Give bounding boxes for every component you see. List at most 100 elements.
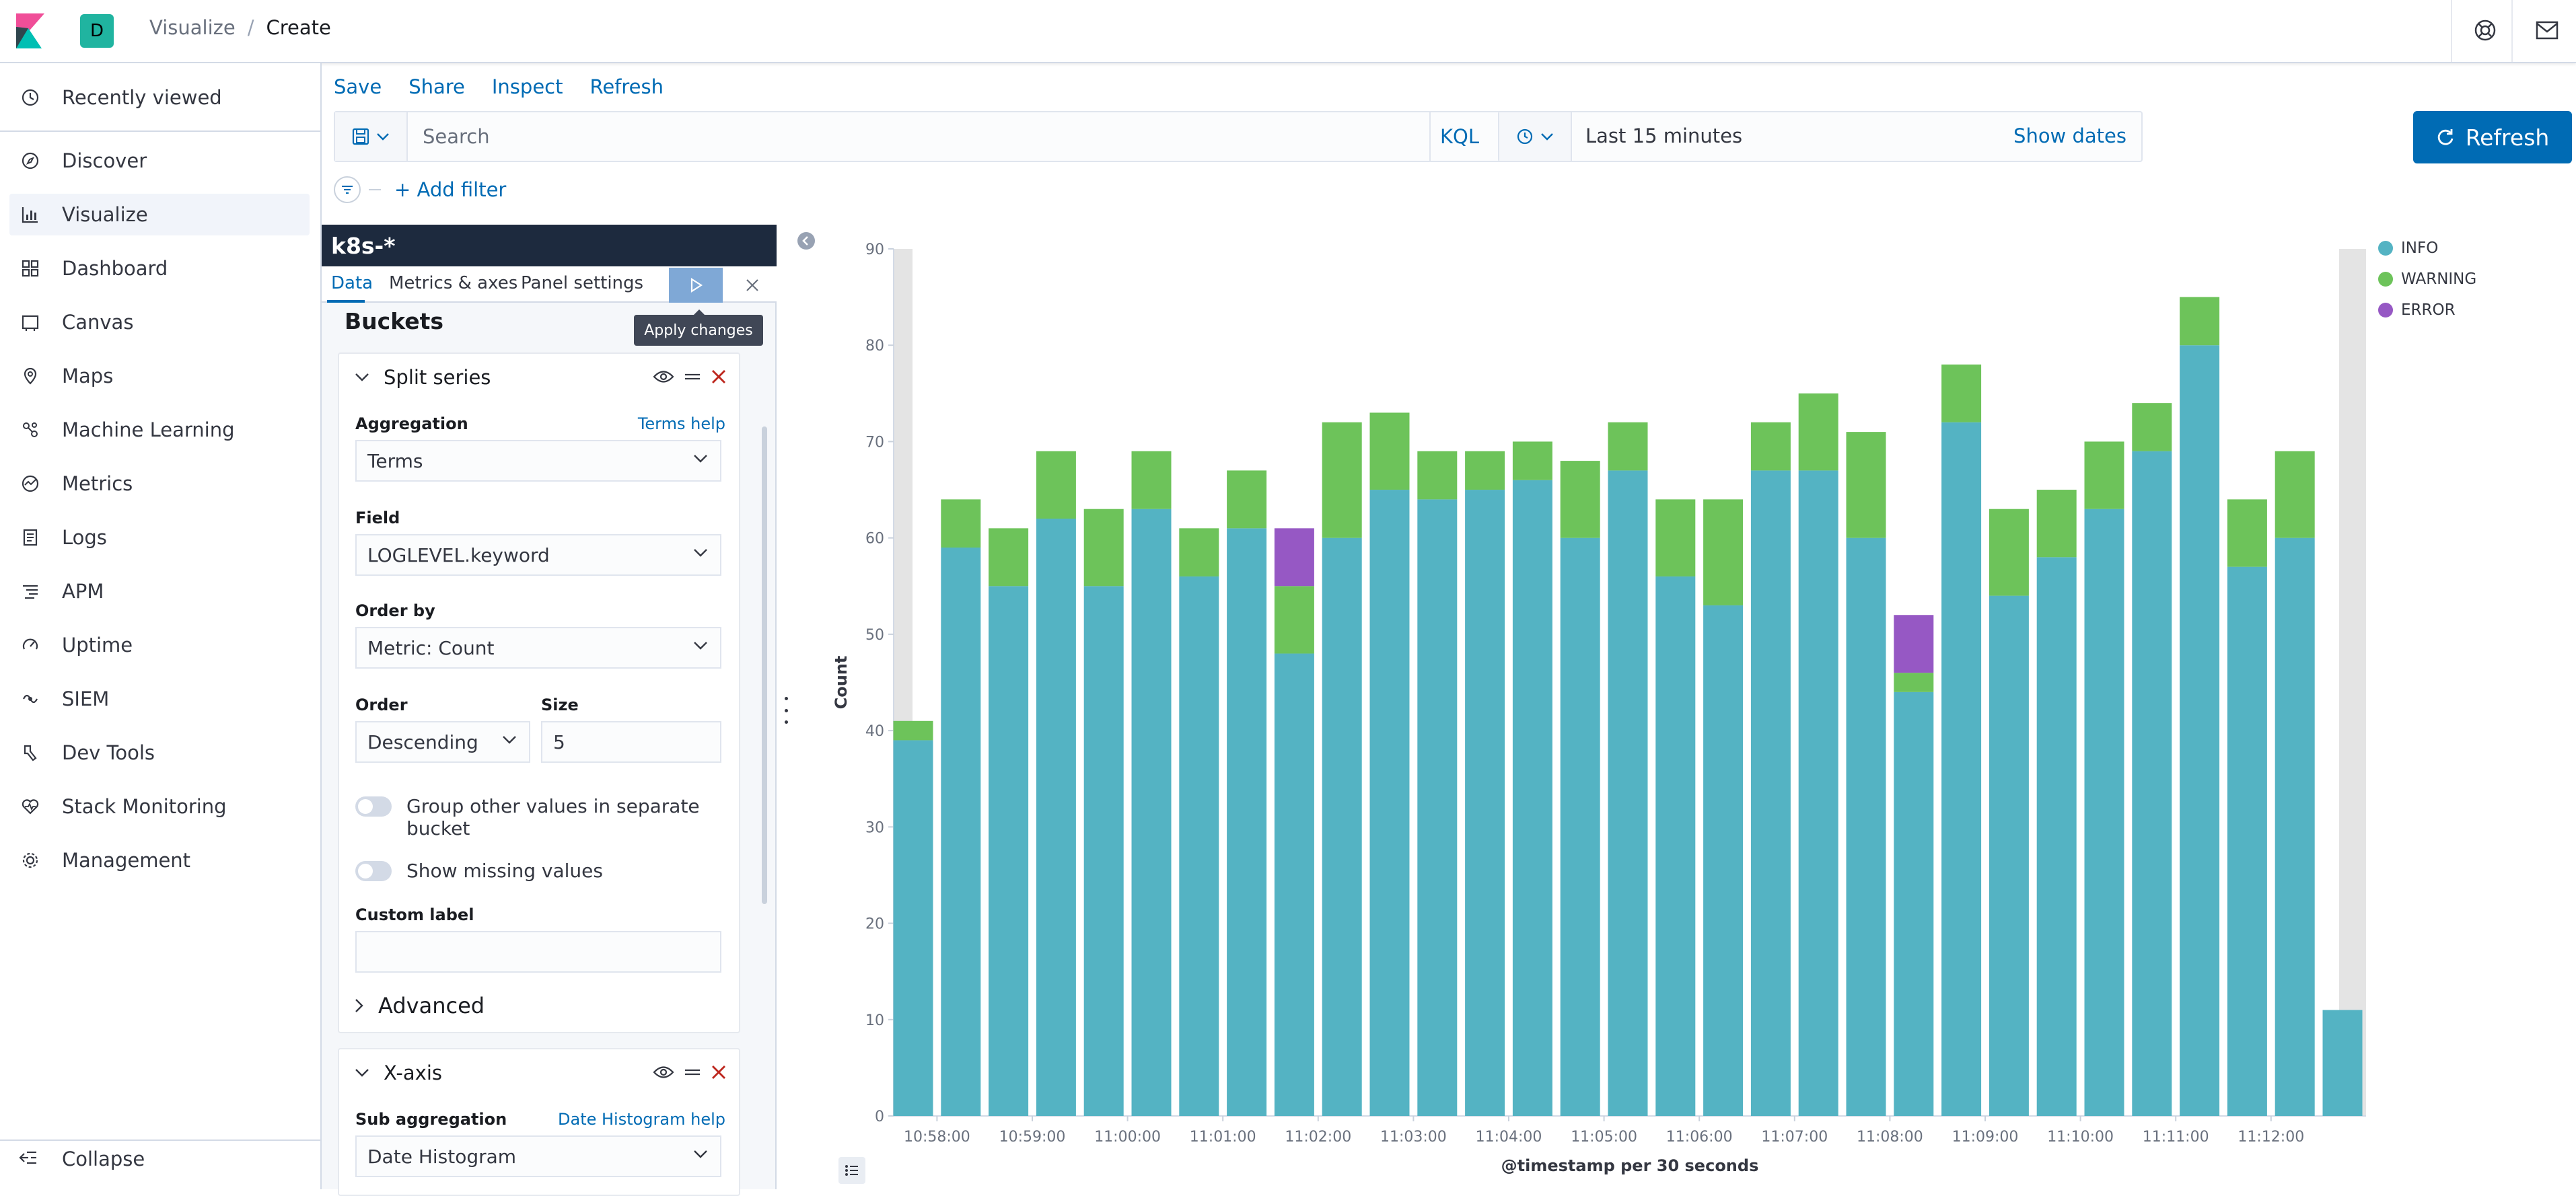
remove-icon[interactable] [711, 369, 727, 385]
share-link[interactable]: Share [408, 75, 465, 98]
nav-dashboard[interactable]: Dashboard [9, 248, 310, 289]
tab-panel-settings[interactable]: Panel settings [521, 273, 644, 293]
nav-machine-learning[interactable]: Machine Learning [9, 409, 310, 451]
editor-scrollbar[interactable] [762, 426, 767, 904]
mail-icon[interactable] [2533, 16, 2561, 44]
time-range-text[interactable]: Last 15 minutes [1585, 124, 1743, 147]
save-link[interactable]: Save [334, 75, 382, 98]
editor-resize-handle[interactable] [781, 697, 791, 724]
nav-canvas[interactable]: Canvas [9, 301, 310, 343]
nav-discover[interactable]: Discover [9, 140, 310, 182]
date-histogram-help-link[interactable]: Date Histogram help [558, 1110, 725, 1129]
chart-legend: INFO WARNING ERROR [2378, 239, 2476, 332]
nav-uptime[interactable]: Uptime [9, 624, 310, 666]
bar-info [941, 547, 981, 1116]
bar-warning [2227, 499, 2267, 567]
quick-select-button[interactable] [1499, 112, 1572, 161]
legend-swatch [2378, 272, 2393, 287]
discard-changes-button[interactable] [735, 268, 770, 303]
collapse-editor-icon[interactable] [797, 231, 816, 250]
nav-label: Management [62, 849, 191, 872]
nav-collapse[interactable]: Collapse [9, 1148, 145, 1170]
nav-logs[interactable]: Logs [9, 517, 310, 558]
nav-maps[interactable]: Maps [9, 355, 310, 397]
search-input[interactable] [410, 112, 1353, 161]
order-by-select[interactable]: Metric: Count [355, 627, 721, 669]
remove-icon[interactable] [711, 1064, 727, 1080]
bar-warning [893, 720, 933, 741]
nav-siem[interactable]: SIEM [9, 678, 310, 720]
inspect-link[interactable]: Inspect [491, 75, 563, 98]
help-icon[interactable] [2471, 16, 2499, 44]
show-missing-switch[interactable] [355, 861, 392, 881]
field-select[interactable]: LOGLEVEL.keyword [355, 534, 721, 576]
terms-help-link[interactable]: Terms help [637, 414, 725, 433]
order-select[interactable]: Descending [355, 721, 530, 763]
custom-label-input[interactable] [355, 931, 721, 973]
bar-warning [1322, 422, 1362, 538]
nav-stack-monitoring[interactable]: Stack Monitoring [9, 786, 310, 827]
aggregation-select[interactable]: Terms [355, 440, 721, 482]
kibana-logo-icon[interactable] [16, 13, 44, 48]
apply-changes-button[interactable] [669, 268, 723, 303]
bar-info [1703, 605, 1744, 1116]
eye-icon[interactable] [653, 369, 674, 384]
chevron-down-icon [694, 1150, 707, 1158]
bar-warning [1274, 586, 1314, 654]
gear-icon [19, 849, 42, 872]
nav-metrics[interactable]: Metrics [9, 463, 310, 504]
collapse-label: Collapse [62, 1148, 145, 1170]
bar-info [2180, 345, 2220, 1117]
bar-info [2275, 537, 2315, 1116]
eye-icon[interactable] [653, 1065, 674, 1080]
nav-recently-viewed[interactable]: Recently viewed [9, 77, 310, 118]
x-tick-label: 11:08:00 [1857, 1129, 1923, 1146]
nav-label: Discover [62, 149, 147, 172]
x-tick-label: 11:04:00 [1476, 1129, 1542, 1146]
nav-label: Recently viewed [62, 86, 222, 109]
x-axis-toggle[interactable]: X-axis [354, 1061, 442, 1084]
tab-metrics-axes[interactable]: Metrics & axes [389, 273, 518, 293]
legend-item-error[interactable]: ERROR [2378, 301, 2476, 319]
chevron-down-icon [1541, 133, 1553, 141]
bar-warning [1083, 509, 1124, 587]
tab-data[interactable]: Data [331, 273, 373, 293]
active-tab-indicator [327, 300, 365, 303]
bar-warning [1941, 364, 1982, 422]
breadcrumb-visualize[interactable]: Visualize [149, 16, 236, 39]
metrics-icon [19, 472, 42, 495]
sub-aggregation-select[interactable]: Date Histogram [355, 1135, 721, 1177]
legend-label: ERROR [2401, 301, 2456, 319]
chevron-down-icon [503, 736, 516, 744]
advanced-toggle[interactable]: Advanced [354, 993, 485, 1018]
drag-handle-icon[interactable] [684, 371, 701, 382]
legend-item-info[interactable]: INFO [2378, 239, 2476, 257]
kql-toggle[interactable]: KQL [1429, 112, 1489, 161]
filter-options-icon[interactable] [334, 176, 361, 203]
compass-icon [19, 149, 42, 172]
bar-info [1750, 470, 1791, 1116]
space-avatar[interactable]: D [80, 14, 114, 48]
refresh-link[interactable]: Refresh [589, 75, 664, 98]
saved-queries-button[interactable] [335, 112, 408, 161]
legend-item-warning[interactable]: WARNING [2378, 270, 2476, 288]
nav-apm[interactable]: APM [9, 570, 310, 612]
refresh-button[interactable]: Refresh [2413, 111, 2572, 163]
x-tick-label: 10:59:00 [999, 1129, 1066, 1146]
group-other-switch[interactable] [355, 796, 392, 817]
bar-warning [1036, 451, 1076, 519]
x-tick-label: 11:11:00 [2143, 1129, 2209, 1146]
show-dates-link[interactable]: Show dates [2013, 124, 2126, 147]
nav-visualize[interactable]: Visualize [9, 194, 310, 235]
legend-toggle-icon[interactable] [838, 1157, 865, 1184]
split-series-toggle[interactable]: Split series [354, 366, 491, 389]
bar-info [1227, 528, 1267, 1116]
drag-handle-icon[interactable] [684, 1067, 701, 1078]
nav-dev-tools[interactable]: Dev Tools [9, 732, 310, 774]
nav-management[interactable]: Management [9, 839, 310, 881]
size-input[interactable]: 5 [541, 721, 721, 763]
y-axis-title: Count [832, 656, 851, 710]
bar-warning [1131, 451, 1172, 509]
add-filter-button[interactable]: + Add filter [394, 178, 507, 201]
bar-info [2227, 566, 2267, 1116]
